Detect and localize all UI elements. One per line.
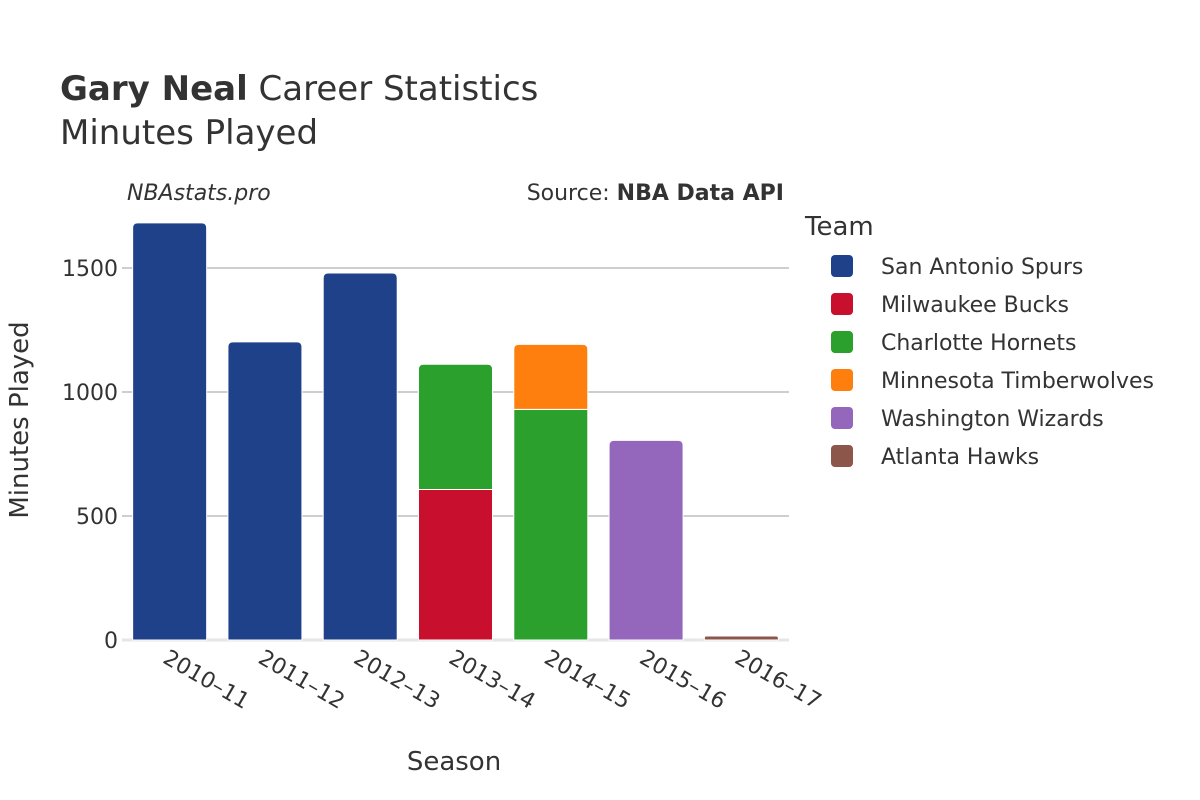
bar-segment xyxy=(513,343,589,410)
bar-segment xyxy=(418,363,493,490)
legend-swatch xyxy=(831,255,853,277)
legend-swatch xyxy=(831,331,853,353)
y-tick-label: 1500 xyxy=(62,257,118,282)
chart-title: Gary Neal Career Statistics xyxy=(60,69,538,109)
credit-source-name: NBA Data API xyxy=(617,181,784,206)
bar-segment xyxy=(418,488,493,641)
bar-segment xyxy=(132,222,208,641)
x-tick-label: 2014–15 xyxy=(540,646,635,715)
y-tick-label: 500 xyxy=(76,505,118,530)
legend-swatch xyxy=(831,407,853,429)
bar-segment xyxy=(608,439,684,641)
chart-title-suffix: Career Statistics xyxy=(259,69,539,109)
legend-swatch xyxy=(831,445,853,467)
x-tick-label: 2010–11 xyxy=(159,646,254,715)
credit-source-prefix: Source: xyxy=(527,181,617,206)
credit-left: NBAstats.pro xyxy=(127,181,271,206)
y-axis-label: Minutes Played xyxy=(5,321,35,518)
x-tick-label: 2016–17 xyxy=(730,646,825,715)
x-axis-label: Season xyxy=(407,747,501,777)
chart-title-player: Gary Neal xyxy=(60,69,248,109)
x-tick-label: 2013–14 xyxy=(445,646,540,715)
x-tick-label: 2015–16 xyxy=(635,646,730,715)
legend: San Antonio Spurs Milwaukee Bucks Charlott… xyxy=(831,255,1154,470)
credit-right: Source: NBA Data API xyxy=(527,181,784,206)
legend-label: Washington Wizards xyxy=(881,407,1104,432)
x-tick-label: 2012–13 xyxy=(349,646,444,715)
x-tick-label: 2011–12 xyxy=(254,646,349,715)
y-tick-label: 1000 xyxy=(62,381,118,406)
legend-swatch xyxy=(831,369,853,391)
bar-segment xyxy=(227,341,303,641)
y-tick-labels: 0 500 1000 1500 xyxy=(62,257,118,654)
y-tick-label: 0 xyxy=(104,629,118,654)
legend-label: Atlanta Hawks xyxy=(881,445,1039,470)
bar-segment xyxy=(703,635,779,641)
chart-title-rest xyxy=(248,69,259,109)
bar-segment xyxy=(322,272,398,641)
legend-label: San Antonio Spurs xyxy=(881,255,1083,280)
bars xyxy=(132,222,779,641)
legend-label: Minnesota Timberwolves xyxy=(881,369,1154,394)
legend-label: Charlotte Hornets xyxy=(881,331,1076,356)
bar-segment xyxy=(513,408,589,641)
legend-title: Team xyxy=(804,212,874,242)
chart-subtitle: Minutes Played xyxy=(60,113,318,153)
legend-label: Milwaukee Bucks xyxy=(881,293,1069,318)
x-tick-labels: 2010–11 2011–12 2012–13 2013–14 2014–15 2015–… xyxy=(159,646,825,715)
legend-swatch xyxy=(831,293,853,315)
